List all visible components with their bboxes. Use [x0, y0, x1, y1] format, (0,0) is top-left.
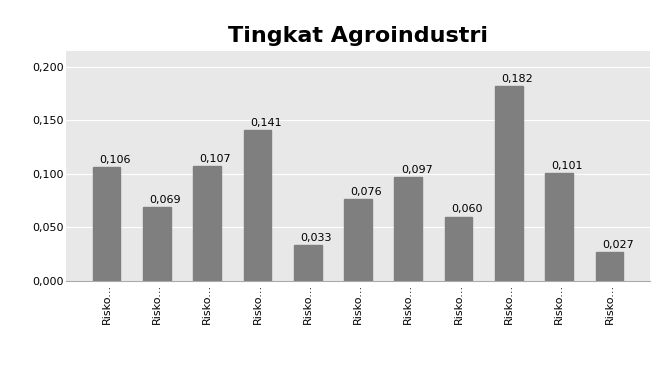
Bar [495, 86, 522, 281]
Bar [93, 167, 121, 281]
Bar [445, 216, 473, 281]
Text: 0,141: 0,141 [250, 118, 282, 128]
Bar [394, 177, 422, 281]
Text: 0,107: 0,107 [200, 154, 231, 164]
Text: 0,033: 0,033 [300, 233, 332, 243]
Bar [595, 252, 623, 281]
Bar [243, 130, 271, 281]
Text: 0,106: 0,106 [99, 155, 131, 165]
Text: 0,060: 0,060 [451, 204, 483, 215]
Text: 0,101: 0,101 [552, 161, 583, 170]
Bar [294, 245, 322, 281]
Text: 0,069: 0,069 [149, 195, 181, 205]
Title: Tingkat Agroindustri: Tingkat Agroindustri [228, 27, 488, 46]
Text: 0,076: 0,076 [351, 187, 382, 197]
Bar [545, 173, 573, 281]
Bar [194, 166, 221, 281]
Bar [143, 207, 171, 281]
Bar [344, 199, 372, 281]
Text: 0,027: 0,027 [602, 240, 634, 250]
Text: 0,097: 0,097 [400, 165, 432, 175]
Text: 0,182: 0,182 [501, 74, 533, 84]
